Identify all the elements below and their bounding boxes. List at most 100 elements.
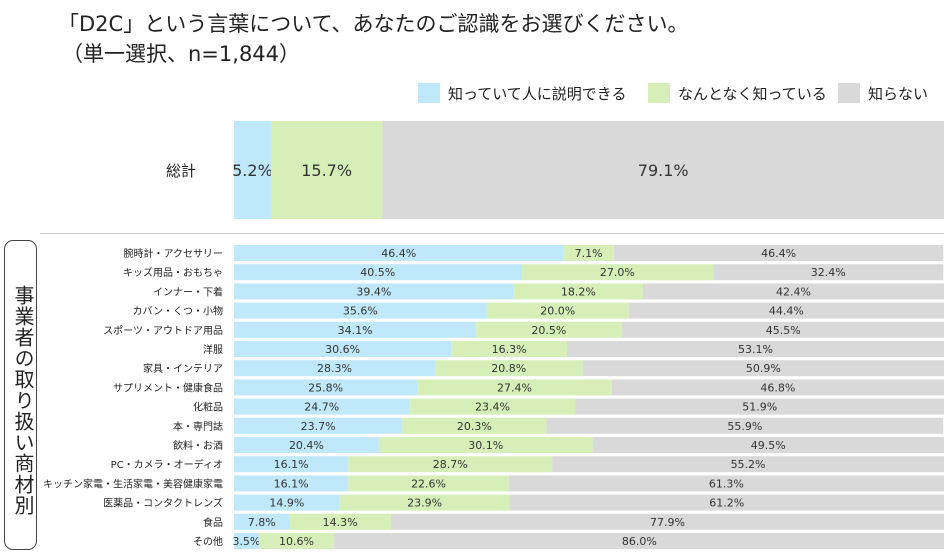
bar-value-label-unknown: 53.1% — [738, 343, 773, 356]
bar-segment-unknown — [621, 321, 944, 338]
bar-value-label-somewhat: 23.9% — [407, 497, 442, 510]
bar-segment-unknown — [546, 417, 944, 434]
total-value-label-unknown: 79.1% — [638, 161, 689, 180]
bar-value-label-somewhat: 30.1% — [468, 439, 503, 452]
chart-subtitle: （単一選択、n=1,844） — [62, 42, 301, 66]
bar-segment-explain — [234, 475, 349, 492]
bar-segment-somewhat — [417, 379, 612, 396]
bar-segment-explain — [234, 398, 410, 415]
bar-segment-explain — [234, 302, 487, 319]
category-label: 洋服 — [203, 343, 223, 356]
bar-segment-explain — [234, 456, 349, 473]
bar-value-label-explain: 16.1% — [274, 458, 309, 471]
bar-segment-unknown — [592, 437, 944, 453]
side-label: 事業者の取り扱い商材別 — [11, 285, 35, 516]
bar-segment-explain — [234, 513, 290, 530]
bar-segment-unknown — [334, 533, 944, 549]
bar-segment-explain — [234, 417, 403, 434]
bar-segment-explain — [234, 321, 477, 338]
category-label: 家具・インテリア — [143, 362, 223, 375]
total-value-label-somewhat: 15.7% — [301, 161, 352, 180]
bar-value-label-explain: 16.1% — [274, 477, 309, 490]
bar-value-label-somewhat: 27.4% — [497, 381, 532, 394]
bar-value-label-unknown: 55.2% — [731, 458, 766, 471]
bar-value-label-unknown: 42.4% — [776, 285, 811, 298]
bar-segment-somewhat — [521, 264, 714, 281]
bar-segment-explain — [234, 283, 514, 300]
bar-value-label-somewhat: 23.4% — [475, 401, 510, 414]
legend-item-somewhat: なんとなく知っている — [648, 82, 827, 104]
bar-value-label-unknown: 44.4% — [769, 305, 804, 318]
bar-segment-unknown — [628, 302, 944, 319]
bar-segment-explain — [234, 245, 564, 261]
legend-swatch-somewhat — [648, 83, 670, 103]
bar-value-label-explain: 3.5% — [232, 535, 260, 548]
bar-value-label-explain: 20.4% — [289, 439, 324, 452]
bar-value-label-unknown: 61.2% — [709, 497, 744, 510]
bar-value-label-somewhat: 20.8% — [491, 362, 526, 375]
bar-segment-unknown — [508, 475, 944, 492]
bar-segment-explain — [234, 494, 340, 511]
bar-segment-somewhat — [402, 417, 547, 434]
bar-value-label-unknown: 32.4% — [811, 266, 846, 279]
bar-segment-somewhat — [348, 475, 509, 492]
bar-segment-unknown — [642, 283, 944, 300]
legend-item-explain: 知っていて人に説明できる — [418, 82, 627, 104]
bar-value-label-unknown: 49.5% — [751, 439, 786, 452]
bar-segment-unknown — [613, 245, 944, 261]
bar-segment-somewhat — [434, 360, 583, 377]
bar-segment-somewhat — [513, 283, 643, 300]
total-bar-explain — [234, 121, 271, 219]
legend-item-unknown: 知らない — [838, 82, 928, 104]
legend-label-unknown: 知らない — [868, 84, 929, 103]
category-label: 飲料・お酒 — [173, 439, 223, 452]
bar-segment-unknown — [566, 341, 944, 357]
category-label: スポーツ・アウトドア用品 — [103, 325, 223, 337]
category-label: 腕時計・アクセサリー — [124, 247, 224, 260]
bar-segment-unknown — [390, 513, 944, 530]
bar-segment-explain — [234, 533, 259, 549]
bar-segment-somewhat — [289, 513, 391, 530]
bar-value-label-somewhat: 20.3% — [457, 420, 492, 433]
bar-value-label-unknown: 51.9% — [742, 401, 777, 414]
category-label: その他 — [193, 535, 223, 548]
bar-segment-unknown — [611, 379, 944, 396]
category-label: サプリメント・健康食品 — [113, 381, 223, 394]
bar-value-label-somewhat: 20.0% — [540, 305, 575, 318]
category-label: カバン・くつ・小物 — [133, 305, 224, 318]
bar-segment-explain — [234, 437, 379, 453]
bar-value-label-somewhat: 22.6% — [411, 477, 446, 490]
total-bar-unknown — [382, 121, 944, 219]
bar-value-label-unknown: 77.9% — [650, 516, 685, 529]
legend-swatch-unknown — [838, 83, 860, 103]
bar-segment-explain — [234, 379, 418, 396]
bar-value-label-somewhat: 14.3% — [323, 516, 358, 529]
bar-value-label-explain: 34.1% — [338, 324, 373, 337]
bar-value-label-somewhat: 27.0% — [600, 266, 635, 279]
bar-segment-somewhat — [451, 341, 567, 357]
category-label: 医薬品・コンタクトレンズ — [103, 497, 223, 510]
bar-segment-somewhat — [486, 302, 629, 319]
bar-value-label-unknown: 50.9% — [746, 362, 781, 375]
bar-segment-somewhat — [476, 321, 622, 338]
bar-value-label-explain: 28.3% — [317, 362, 352, 375]
bar-segment-explain — [234, 341, 452, 357]
legend-swatch-explain — [418, 83, 440, 103]
bar-value-label-unknown: 46.8% — [760, 381, 795, 394]
bar-value-label-unknown: 45.5% — [766, 324, 801, 337]
bar-value-label-somewhat: 16.3% — [492, 343, 527, 356]
bar-segment-unknown — [575, 398, 944, 415]
total-value-label-explain: 5.2% — [232, 161, 273, 180]
bar-value-label-explain: 25.8% — [308, 381, 343, 394]
bar-segment-explain — [234, 264, 522, 281]
bar-value-label-unknown: 86.0% — [622, 535, 657, 548]
bar-value-label-unknown: 46.4% — [761, 247, 796, 260]
bar-value-label-explain: 24.7% — [304, 401, 339, 414]
bar-value-label-somewhat: 28.7% — [433, 458, 468, 471]
total-category-label: 総計 — [166, 162, 196, 180]
bar-segment-somewhat — [348, 456, 553, 473]
category-label: 化粧品 — [193, 401, 223, 414]
bar-value-label-explain: 14.9% — [269, 497, 304, 510]
bar-value-label-somewhat: 20.5% — [531, 324, 566, 337]
bar-value-label-unknown: 55.9% — [727, 420, 762, 433]
